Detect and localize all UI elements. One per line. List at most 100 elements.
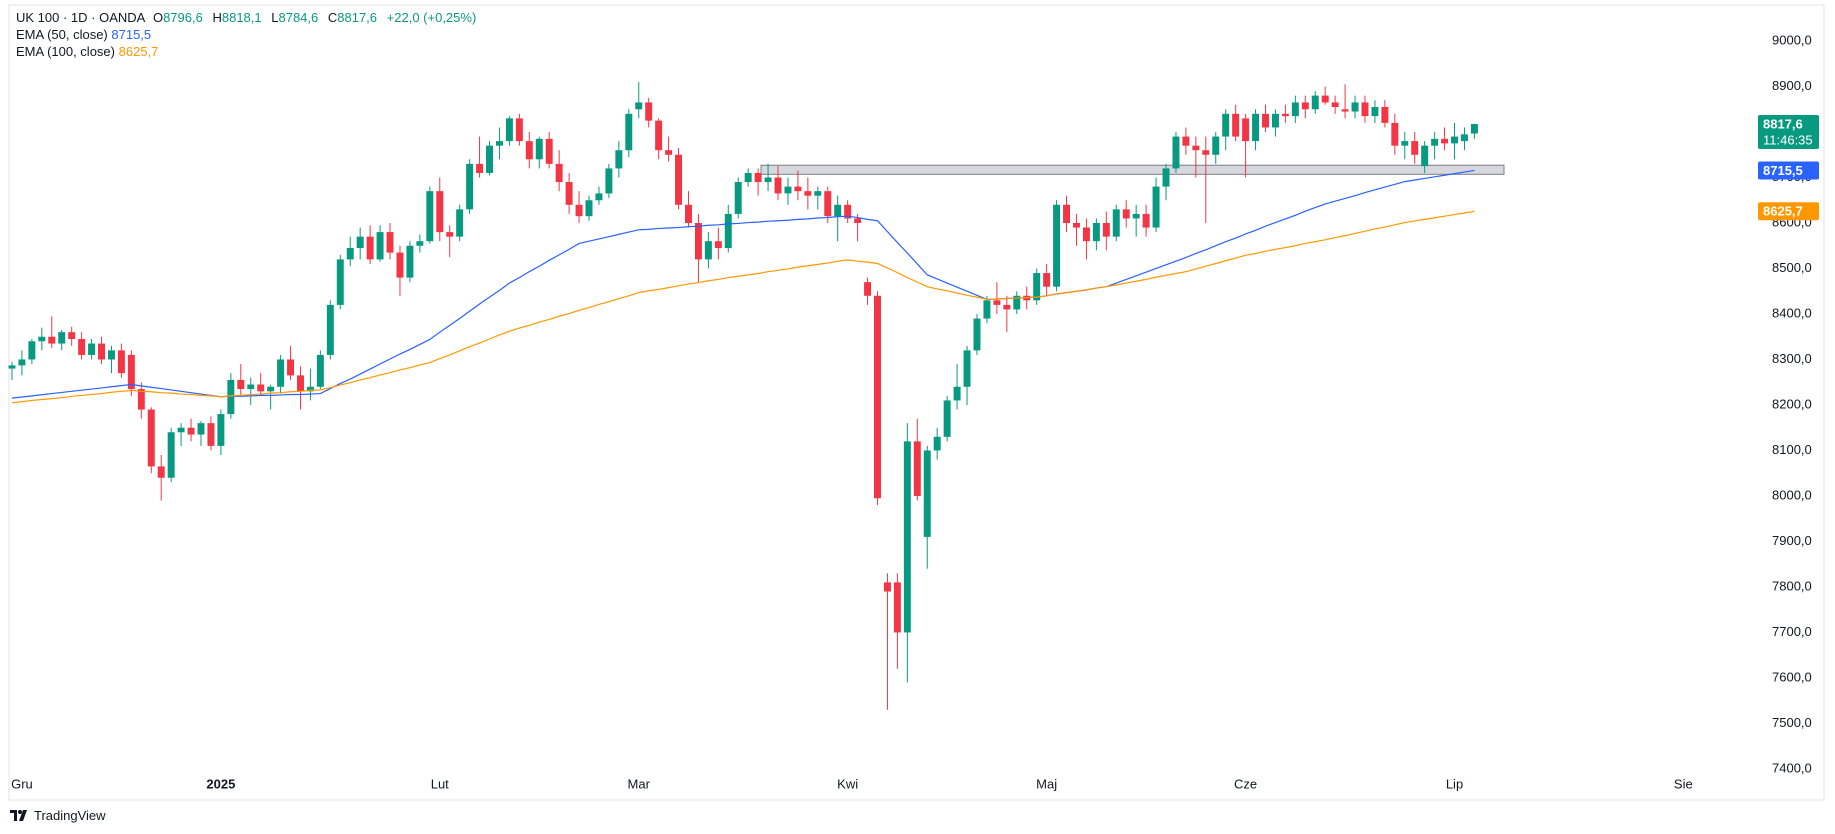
ohlc-key: C <box>327 10 338 25</box>
candle-body <box>237 379 245 390</box>
candle-body <box>1371 106 1379 117</box>
candle-body <box>1232 113 1240 137</box>
brand-logo <box>10 809 27 821</box>
candle-body <box>167 432 175 478</box>
brand: TradingView <box>10 808 106 823</box>
ohlc-value: 8784,6 <box>278 10 319 25</box>
candle-body <box>1391 122 1399 146</box>
candle-body <box>257 384 265 392</box>
candle-body <box>933 436 941 451</box>
candle-body <box>555 163 563 183</box>
candle-body <box>893 582 901 633</box>
candle-body <box>993 300 1001 305</box>
candle-body <box>1311 95 1319 110</box>
candle-body <box>436 191 444 233</box>
candle-body <box>864 282 872 296</box>
y-tick-label: 7700,0 <box>1772 624 1812 639</box>
y-tick-label: 7900,0 <box>1772 533 1812 548</box>
ema-line <box>11 169 1475 399</box>
candle-body <box>714 241 722 249</box>
candle-body <box>267 386 275 392</box>
candle-body <box>1202 150 1210 155</box>
candle-body <box>595 193 603 201</box>
x-tick-label: Maj <box>1036 776 1057 791</box>
candle-body <box>426 191 434 242</box>
candle-body <box>565 182 573 205</box>
candle-body <box>1242 118 1250 142</box>
candle-body <box>913 441 921 496</box>
candle-body <box>396 252 404 278</box>
candle-body <box>346 248 354 260</box>
ohlc-value: 8817,6 <box>337 10 378 25</box>
candle-body <box>1092 222 1100 242</box>
candle-body <box>824 191 832 217</box>
x-tick-label: Gru <box>11 776 33 791</box>
candle-body <box>635 102 643 110</box>
candle-body <box>416 241 424 246</box>
candle-body <box>107 350 115 360</box>
candle-body <box>655 120 663 151</box>
price-tag <box>1758 115 1819 150</box>
candle-body <box>197 423 205 435</box>
x-tick-label: Lut <box>431 776 449 791</box>
candle-body <box>247 384 255 390</box>
candle-body <box>1033 273 1041 301</box>
price-tag-label: 8625,7 <box>1763 204 1803 219</box>
candle-body <box>137 389 145 410</box>
candle-body <box>376 232 384 260</box>
candle-body <box>1172 136 1180 169</box>
candle-body <box>903 441 911 633</box>
candle-body <box>1441 138 1449 144</box>
candle-body <box>476 163 484 173</box>
candle-body <box>495 141 503 146</box>
price-tag-label: 8817,6 <box>1763 116 1803 131</box>
x-tick-label: Cze <box>1234 776 1257 791</box>
price-tag <box>1758 202 1819 221</box>
x-tick-label: Kwi <box>837 776 858 791</box>
candle-body <box>1102 222 1110 237</box>
candle-body <box>336 259 344 305</box>
candle-body <box>1072 222 1080 228</box>
candle-body <box>1132 213 1140 219</box>
y-tick-label: 8400,0 <box>1772 305 1812 320</box>
candle-body <box>8 365 16 369</box>
candle-body <box>406 245 414 278</box>
candle-body <box>734 182 742 214</box>
candle-body <box>585 200 593 217</box>
candle-body <box>446 232 454 237</box>
candle-body <box>38 336 46 342</box>
candle-body <box>1162 168 1170 187</box>
candle-body <box>1013 295 1021 310</box>
candle-body <box>505 118 513 142</box>
candle-body <box>127 354 135 390</box>
candle-body <box>754 172 762 183</box>
candle-body <box>963 350 971 387</box>
candle-body <box>227 379 235 415</box>
candle-body <box>545 138 553 164</box>
candle-body <box>1152 186 1160 228</box>
candle-body <box>804 191 812 196</box>
legend-row: EMA (100, close) 8625,7 <box>16 43 482 60</box>
y-tick-label: 7500,0 <box>1772 715 1812 730</box>
legend-value: 8715,5 <box>111 27 152 42</box>
x-tick-label: Sie <box>1674 776 1693 791</box>
candle-body <box>88 343 96 355</box>
candle-body <box>1043 273 1051 287</box>
candle-body <box>1003 304 1011 310</box>
candle-body <box>943 400 951 437</box>
candle-body <box>68 332 76 340</box>
candle-body <box>784 186 792 194</box>
y-tick-label: 9000,0 <box>1772 32 1812 47</box>
y-tick-label: 7600,0 <box>1772 669 1812 684</box>
candle-body <box>1341 109 1349 112</box>
candle-body <box>1222 113 1230 137</box>
candle-body <box>177 427 185 433</box>
legend: UK 100 · 1D · OANDA O8796,6 H8818,1 L878… <box>16 9 482 60</box>
candle-body <box>297 375 304 392</box>
legend-row: EMA (50, close) 8715,5 <box>16 26 482 43</box>
candle-body <box>684 204 692 223</box>
candle-body <box>1212 136 1220 155</box>
x-tick-label: Lip <box>1446 776 1463 791</box>
candle-body <box>1063 204 1071 223</box>
